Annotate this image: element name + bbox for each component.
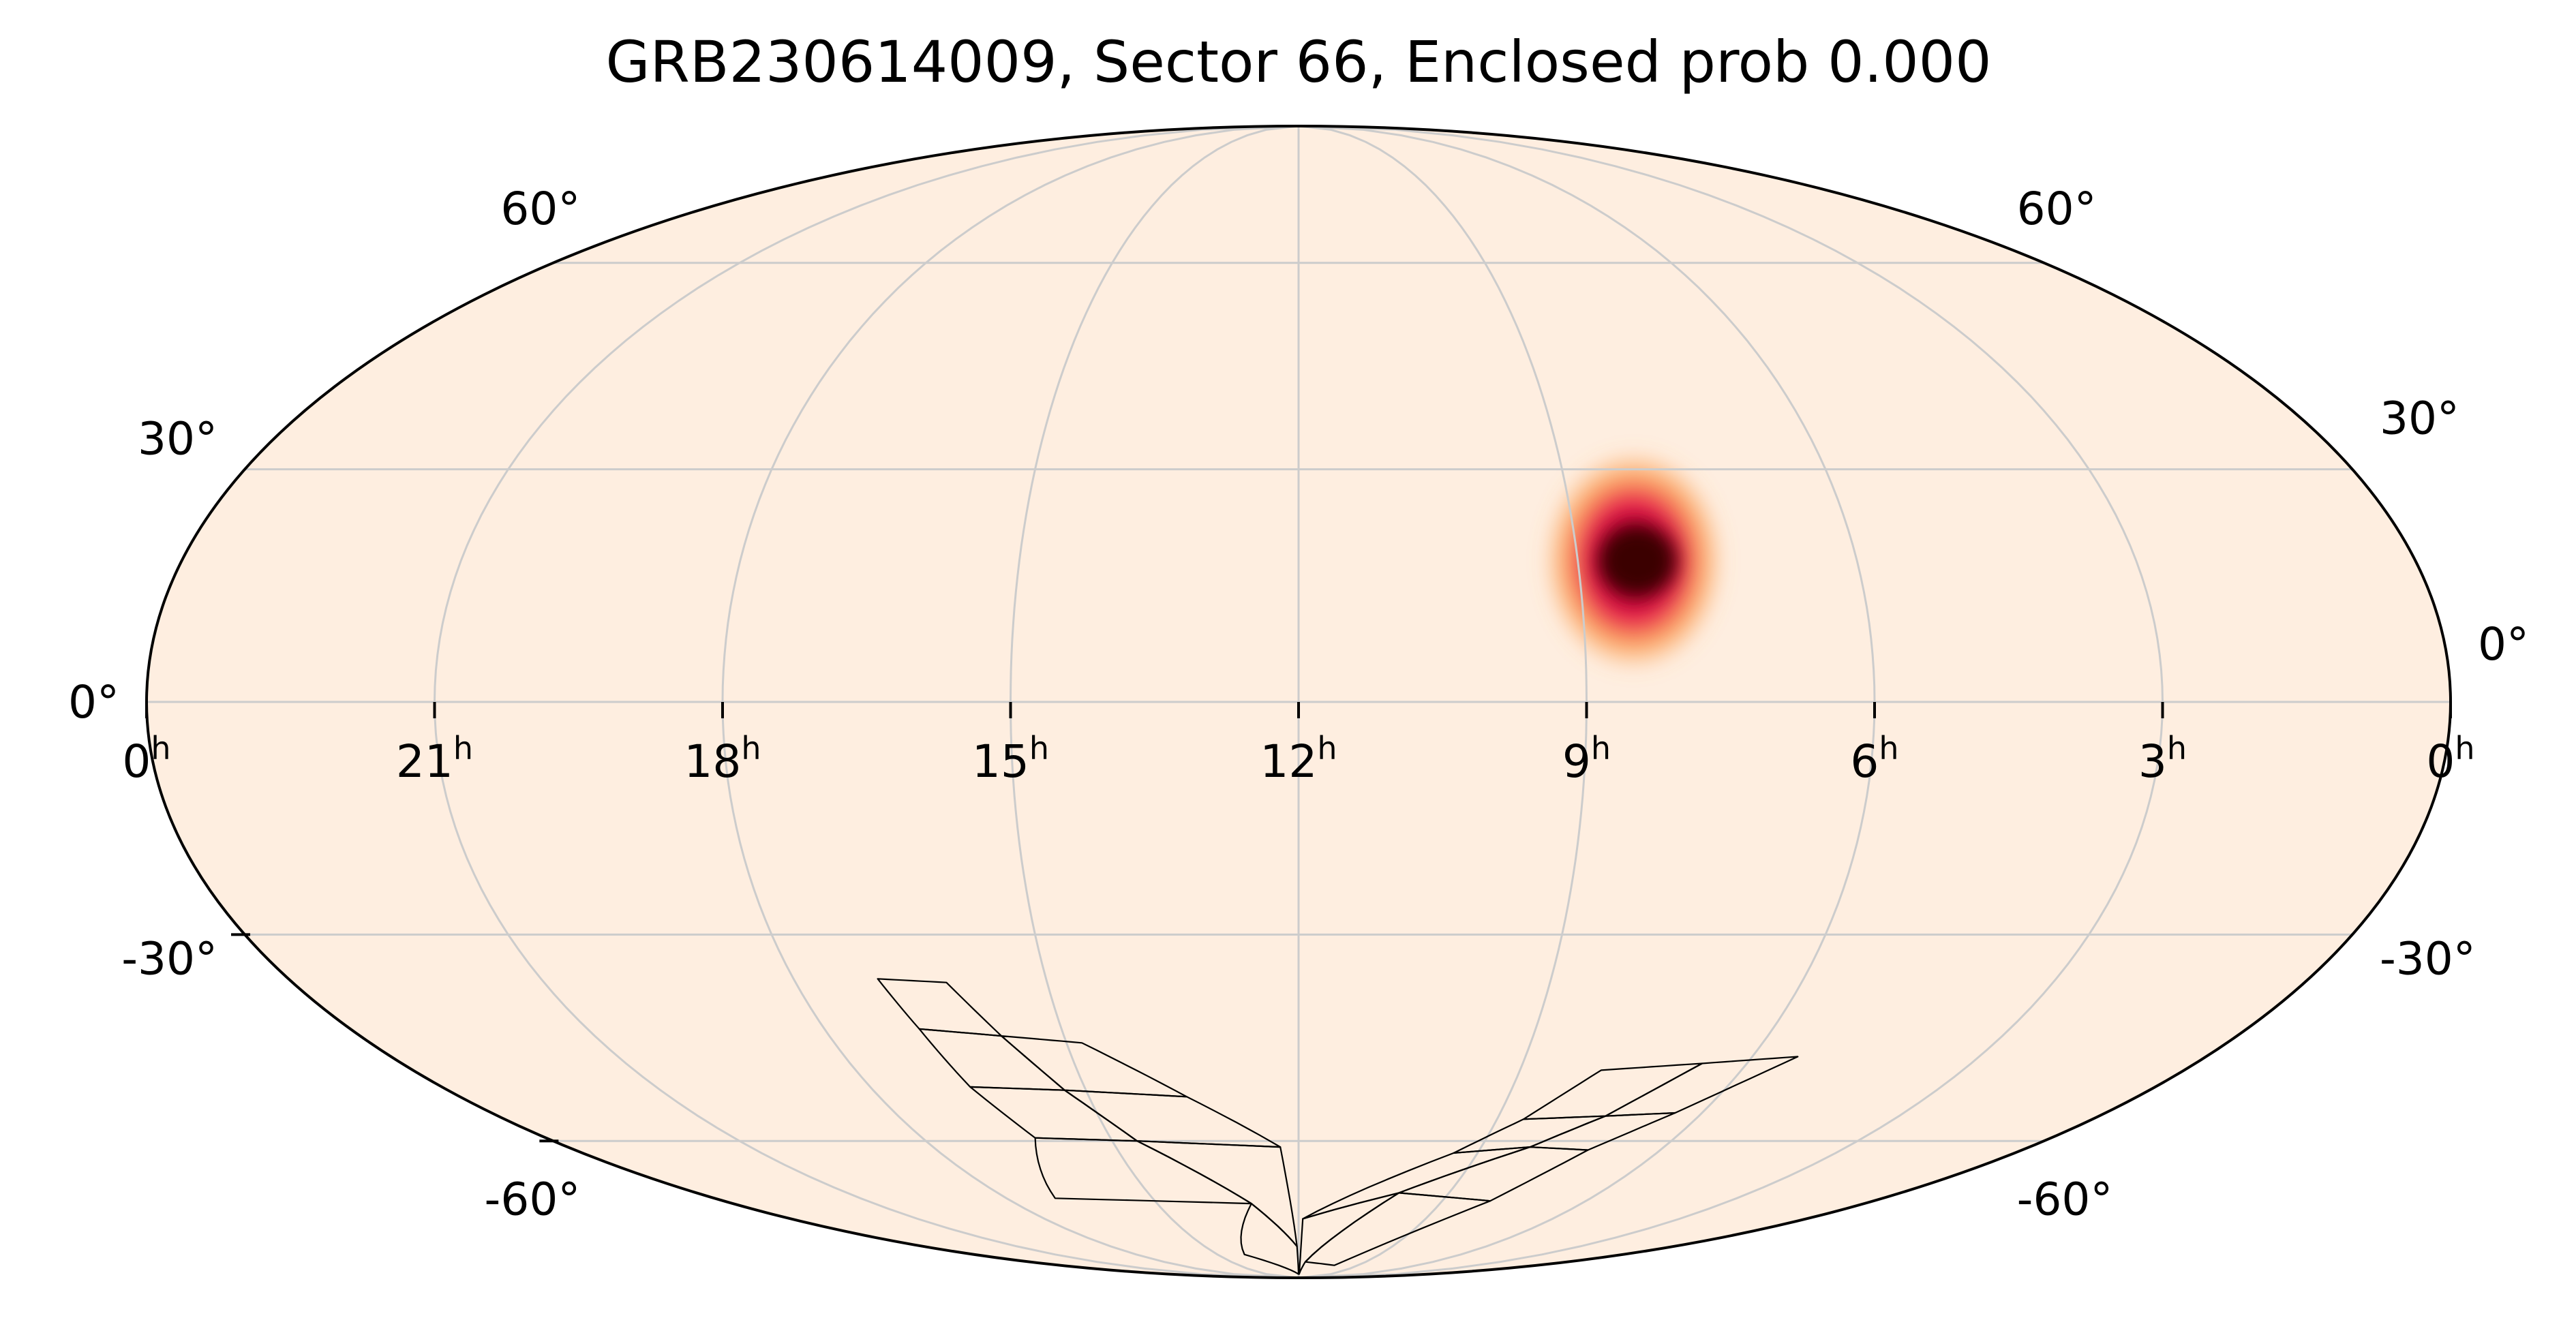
ccd-tile [1298, 1192, 1400, 1275]
dec-tick-label-left: -60° [485, 1173, 581, 1225]
dec-tick-label-right: 30° [2380, 393, 2459, 445]
localization-peak [1599, 526, 1677, 596]
dec-tick-label-left: 60° [500, 183, 580, 235]
dec-tick-label-left: 30° [138, 413, 217, 465]
ra-tick-label: 15h [972, 730, 1049, 788]
dec-tick-label-right: -60° [2017, 1173, 2113, 1225]
localization-heatmap [1543, 450, 1724, 671]
dec-tick-label-right: 0° [2478, 618, 2529, 671]
dec-tick-label-left: 0° [68, 676, 119, 729]
axis-ticks [145, 702, 2452, 1143]
dec-tick-label-right: 60° [2017, 183, 2097, 235]
dec-tick-label-right: -30° [2380, 932, 2476, 985]
dec-tick-label-left: -30° [121, 932, 217, 985]
sector-footprint [877, 978, 1799, 1275]
ra-tick-label: 0h [2426, 730, 2474, 788]
chart-title: GRB230614009, Sector 66, Enclosed prob 0… [605, 29, 1991, 95]
